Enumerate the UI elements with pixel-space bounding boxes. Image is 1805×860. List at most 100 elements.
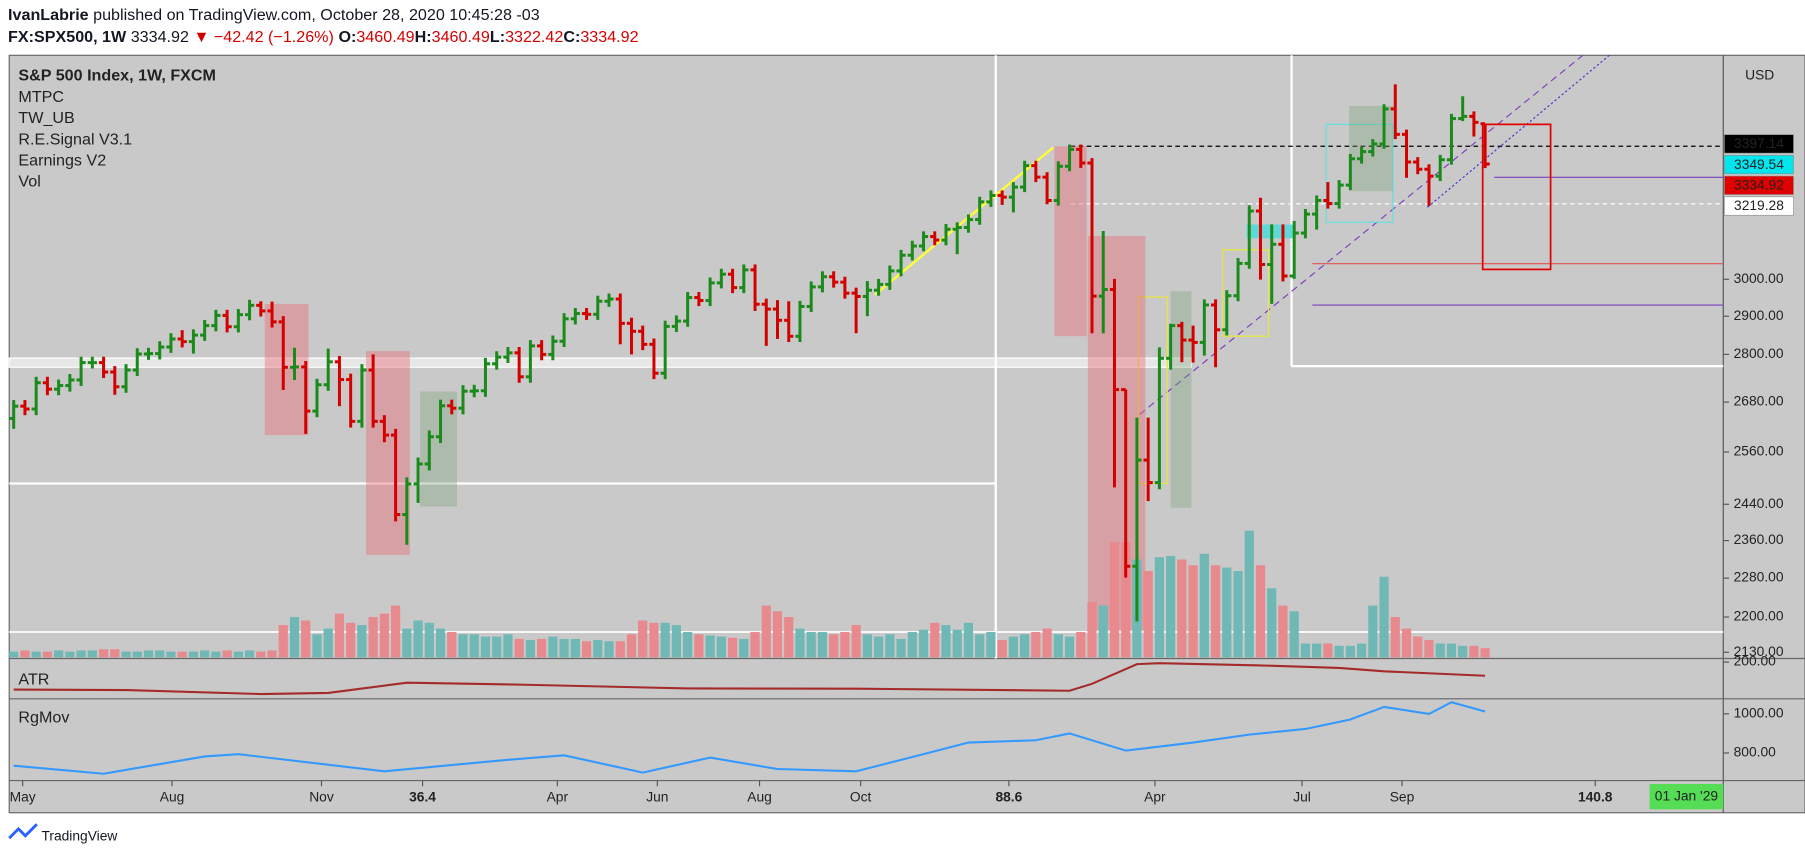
volume-bar (1188, 565, 1198, 658)
volume-bar (975, 634, 985, 658)
volume-bar (368, 617, 378, 658)
volume-bar (716, 636, 726, 658)
author: IvanLabrie (8, 6, 89, 24)
volume-bar (244, 650, 255, 658)
volume-bar (312, 634, 322, 658)
volume-bar (952, 629, 962, 658)
volume-bar (705, 635, 715, 658)
volume-bar (1480, 648, 1490, 658)
volume-bar (851, 625, 861, 658)
volume-bar (1424, 640, 1434, 658)
shaded-box (1349, 105, 1393, 192)
x-tick-label: Aug (160, 788, 185, 804)
volume-bar (278, 625, 288, 658)
volume-bar (143, 650, 154, 658)
volume-bar (537, 638, 547, 658)
volume-bar (1312, 643, 1322, 658)
volume-bar (986, 632, 996, 658)
volume-bar (739, 638, 749, 658)
volume-bar (1401, 628, 1412, 658)
volume-bar (963, 622, 974, 658)
volume-bar (402, 628, 412, 658)
volume-bar (1334, 645, 1344, 658)
volume-bar (87, 650, 97, 658)
indicator-name: Earnings V2 (18, 151, 106, 169)
volume-bar (323, 628, 333, 658)
volume-bar (233, 651, 243, 658)
volume-bar (110, 649, 120, 658)
ohlc-label: L: (490, 28, 505, 46)
volume-bar (1064, 636, 1075, 658)
volume-bar (1446, 643, 1457, 658)
volume-bar (559, 638, 569, 658)
x-tick-label: Oct (850, 788, 872, 804)
volume-bar (593, 640, 603, 658)
date-label: 01 Jan '29 (1655, 787, 1719, 803)
chart-area (8, 54, 1805, 814)
volume-bar (76, 650, 86, 658)
y-tick-label: 3000.00 (1734, 270, 1784, 286)
indicator-name: TW_UB (18, 109, 74, 127)
volume-bar (1300, 643, 1311, 658)
volume-bar (997, 640, 1007, 658)
trend-line (1139, 54, 1584, 415)
price-tag-label: 3397.14 (1734, 135, 1784, 151)
volume-bar (660, 622, 670, 658)
volume-bar (334, 613, 345, 658)
x-tick-label: Jun (646, 788, 668, 804)
volume-bar (1087, 602, 1097, 658)
header-line-1: IvanLabrie published on TradingView.com,… (8, 6, 540, 24)
volume-bar (1233, 571, 1243, 658)
volume-bar (1143, 571, 1153, 658)
volume-bar (379, 613, 389, 658)
volume-bar (1267, 588, 1277, 658)
volume-bar (1368, 605, 1378, 658)
symbol: FX:SPX500, 1W (8, 28, 127, 46)
range-box (1325, 123, 1394, 223)
x-tick-label: Aug (747, 788, 772, 804)
price-tag (1724, 175, 1794, 195)
price-tag-label: 3219.28 (1734, 197, 1784, 213)
range-box (1221, 249, 1270, 337)
volume-bar (65, 651, 75, 658)
volume-bar (1345, 645, 1355, 658)
x-tick-label: Apr (1144, 788, 1166, 804)
y-tick-label: 2130.00 (1734, 643, 1784, 659)
shaded-box (1246, 224, 1293, 239)
volume-bar (829, 634, 839, 658)
volume-bar (447, 632, 457, 658)
volume-bar (1053, 634, 1063, 658)
range-box (1137, 296, 1168, 485)
volume-bar (806, 632, 816, 658)
y-tick-label: 2360.00 (1734, 531, 1784, 547)
last-price: 3334.92 (131, 28, 189, 46)
indicator-line (13, 662, 1486, 696)
volume-bar (458, 634, 468, 658)
volume-bar (1199, 553, 1209, 658)
volume-bar (638, 620, 648, 658)
volume-bar (1098, 605, 1108, 658)
published: published on TradingView.com, October 28… (93, 6, 540, 24)
volume-bar (132, 651, 142, 658)
ohlc-value: 3460.49 (356, 28, 414, 46)
volume-bar (750, 632, 760, 658)
volume-bar (1166, 556, 1176, 658)
volume-bar (503, 634, 513, 658)
x-tick-label: Nov (309, 788, 334, 804)
volume-bar (1020, 634, 1030, 658)
volume-bar (885, 634, 895, 658)
volume-bar (671, 625, 682, 658)
volume-bar (862, 634, 872, 658)
x-tick-label: 140.8 (1578, 788, 1613, 804)
volume-bar (267, 650, 277, 658)
y-tick-label: 2680.00 (1734, 393, 1784, 409)
volume-bar (492, 636, 502, 658)
volume-bar (42, 651, 53, 658)
volume-bar (121, 651, 131, 658)
volume-bar (817, 632, 828, 658)
logo (8, 823, 38, 840)
header-line-2: FX:SPX500, 1W 3334.92 ▼ −42.42 (−1.26%) O… (8, 28, 639, 46)
volume-bar (289, 617, 300, 658)
volume-bar (514, 638, 524, 658)
volume-bar (918, 629, 929, 658)
